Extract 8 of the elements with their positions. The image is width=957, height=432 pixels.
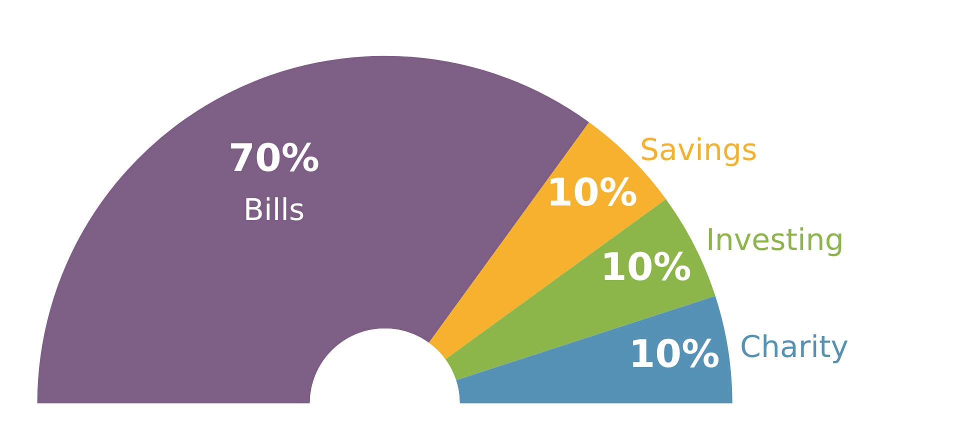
data-label: 70% xyxy=(228,136,320,180)
slice-label: Investing xyxy=(706,223,844,258)
data-label: 10% xyxy=(546,170,638,215)
slice-label: Charity xyxy=(740,330,849,365)
data-label: 10% xyxy=(600,244,692,289)
slice-label: Bills xyxy=(243,193,305,228)
slice-label: Savings xyxy=(640,133,758,168)
data-label: 10% xyxy=(628,332,720,376)
